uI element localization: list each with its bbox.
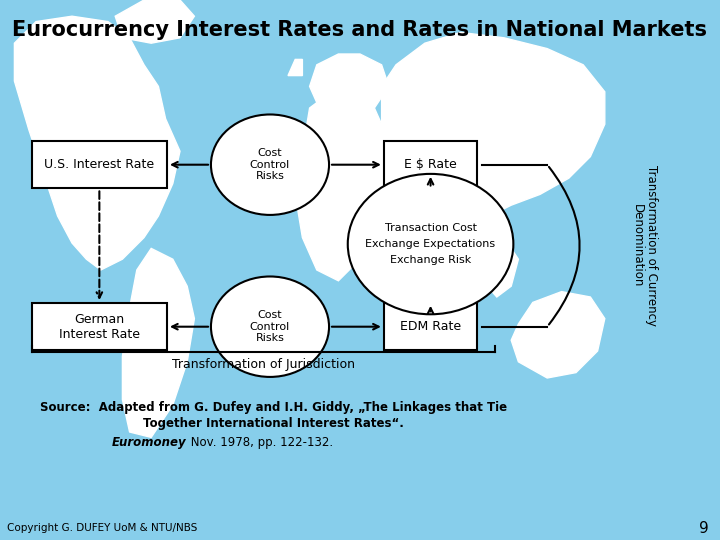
Polygon shape bbox=[295, 97, 389, 281]
Polygon shape bbox=[14, 16, 180, 270]
Text: U.S. Interest Rate: U.S. Interest Rate bbox=[45, 158, 154, 171]
FancyBboxPatch shape bbox=[384, 303, 477, 350]
Polygon shape bbox=[482, 232, 518, 297]
Text: Euromoney: Euromoney bbox=[112, 436, 186, 449]
Text: EDM Rate: EDM Rate bbox=[400, 320, 461, 333]
Text: Transaction Cost: Transaction Cost bbox=[384, 223, 477, 233]
Text: Exchange Risk: Exchange Risk bbox=[390, 255, 471, 265]
Ellipse shape bbox=[211, 276, 329, 377]
Text: Eurocurrency Interest Rates and Rates in National Markets: Eurocurrency Interest Rates and Rates in… bbox=[12, 19, 708, 40]
Text: Cost
Control
Risks: Cost Control Risks bbox=[250, 148, 290, 181]
Ellipse shape bbox=[348, 174, 513, 314]
Polygon shape bbox=[374, 32, 605, 275]
Text: Transformation of Currency
Denomination: Transformation of Currency Denomination bbox=[631, 165, 658, 326]
Text: 9: 9 bbox=[699, 521, 709, 536]
Polygon shape bbox=[288, 59, 302, 76]
FancyBboxPatch shape bbox=[32, 303, 167, 350]
Text: German
Interest Rate: German Interest Rate bbox=[59, 313, 140, 341]
Text: Source:  Adapted from G. Dufey and I.H. Giddy, „The Linkages that Tie: Source: Adapted from G. Dufey and I.H. G… bbox=[40, 401, 507, 414]
Ellipse shape bbox=[211, 114, 329, 215]
Text: Exchange Expectations: Exchange Expectations bbox=[366, 239, 495, 249]
Text: Transformation of Jurisdiction: Transformation of Jurisdiction bbox=[172, 358, 355, 371]
Polygon shape bbox=[310, 54, 389, 119]
Text: Copyright G. DUFEY UoM & NTU/NBS: Copyright G. DUFEY UoM & NTU/NBS bbox=[7, 523, 197, 533]
Text: E $ Rate: E $ Rate bbox=[404, 158, 457, 171]
Text: Cost
Control
Risks: Cost Control Risks bbox=[250, 310, 290, 343]
Polygon shape bbox=[569, 113, 590, 140]
FancyBboxPatch shape bbox=[384, 141, 477, 188]
Text: Nov. 1978, pp. 122-132.: Nov. 1978, pp. 122-132. bbox=[187, 436, 333, 449]
Polygon shape bbox=[115, 0, 194, 43]
Polygon shape bbox=[511, 292, 605, 378]
Polygon shape bbox=[122, 248, 194, 437]
Text: Together International Interest Rates“.: Together International Interest Rates“. bbox=[143, 417, 404, 430]
FancyBboxPatch shape bbox=[32, 141, 167, 188]
